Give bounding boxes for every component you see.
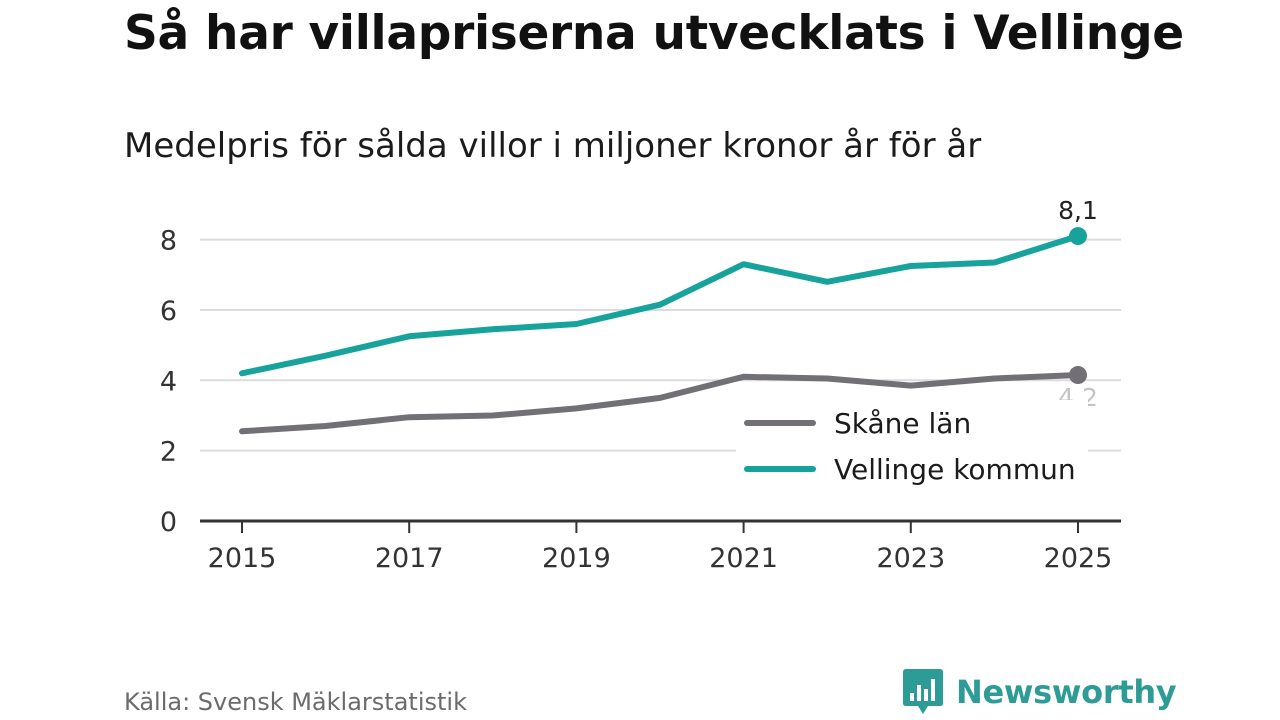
axes: 0 2 4 6 8 2015 2017 2019 2021 2023 2025 (160, 226, 1121, 574)
x-tick-label-2025: 2025 (1044, 543, 1113, 574)
legend: Skåne län Vellinge kommun (736, 400, 1088, 494)
x-tick-label-2015: 2015 (208, 543, 277, 574)
legend-label-sk-ne-l-n: Skåne län (834, 407, 971, 440)
end-label-vellinge-kommun: 8,1 (1058, 196, 1098, 225)
y-tick-label-2: 2 (160, 437, 177, 468)
brand-logo: Newsworthy (902, 668, 1177, 716)
legend-label-vellinge-kommun: Vellinge kommun (834, 453, 1076, 486)
y-tick-label-6: 6 (160, 296, 177, 327)
y-tick-label-8: 8 (160, 226, 177, 257)
brand-name: Newsworthy (956, 673, 1177, 711)
x-tick-label-2021: 2021 (709, 543, 778, 574)
series-line-sk-ne-l-n (239, 372, 1081, 435)
y-tick-label-4: 4 (160, 366, 177, 397)
x-tick-label-2019: 2019 (542, 543, 611, 574)
x-tick-label-2017: 2017 (375, 543, 444, 574)
legend-background (736, 400, 1088, 494)
end-point-vellinge-kommun (1069, 227, 1087, 246)
chart-subtitle: Medelpris för sålda villor i miljoner kr… (124, 126, 982, 166)
x-tick-label-2023: 2023 (876, 543, 945, 574)
end-point-sk-ne-l-n (1069, 366, 1087, 385)
series-lines (239, 227, 1087, 435)
y-tick-label-0: 0 (160, 507, 177, 538)
series-line-vellinge-kommun (239, 233, 1081, 377)
source-note: Källa: Svensk Mäklarstatistik (124, 688, 467, 716)
chart-title: Så har villapriserna utvecklats i Vellin… (124, 6, 1184, 61)
newsworthy-logo-icon (903, 669, 943, 714)
